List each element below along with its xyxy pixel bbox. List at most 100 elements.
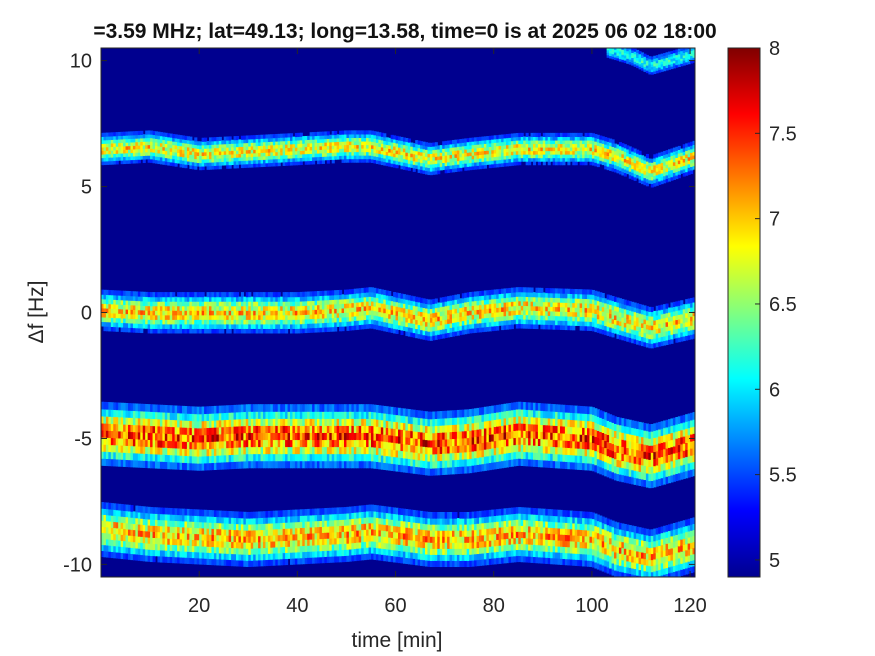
heat-cell xyxy=(221,161,225,166)
heat-cell xyxy=(226,314,230,320)
heat-cell xyxy=(626,169,630,175)
heat-cell xyxy=(135,305,139,311)
heat-cell xyxy=(523,147,527,152)
heat-cell xyxy=(238,404,242,413)
heat-cell xyxy=(155,446,159,455)
heat-cell xyxy=(162,447,166,455)
heat-cell xyxy=(142,296,146,302)
heat-cell xyxy=(101,458,105,466)
heat-cell xyxy=(496,293,500,299)
heat-cell xyxy=(277,137,281,142)
heat-cell xyxy=(309,314,313,320)
heat-cell xyxy=(326,326,330,332)
heat-cell xyxy=(218,314,222,320)
heat-cell xyxy=(420,297,424,303)
heat-cell xyxy=(248,439,252,448)
heat-cell xyxy=(113,294,117,300)
heat-cell xyxy=(179,328,183,334)
heat-cell xyxy=(599,301,603,307)
heat-cell xyxy=(422,169,426,174)
heat-cell xyxy=(174,454,178,463)
heat-cell xyxy=(650,179,654,184)
heat-cell xyxy=(258,418,262,426)
heat-cell xyxy=(587,307,591,313)
heat-cell xyxy=(660,322,664,328)
heat-cell xyxy=(275,141,279,146)
heat-cell xyxy=(341,134,345,139)
heat-cell xyxy=(398,293,402,299)
heat-cell xyxy=(454,308,458,314)
heat-cell xyxy=(179,163,183,168)
heat-cell xyxy=(614,157,618,162)
heat-cell xyxy=(383,299,387,305)
heat-cell xyxy=(422,330,426,336)
heat-cell xyxy=(682,151,686,156)
heat-cell xyxy=(528,310,532,316)
heat-cell xyxy=(142,141,146,146)
heat-cell xyxy=(159,440,163,448)
heat-cell xyxy=(400,302,404,308)
heat-cell xyxy=(552,147,556,152)
heat-cell xyxy=(614,319,618,325)
heat-cell xyxy=(616,333,620,339)
heat-cell xyxy=(464,152,468,157)
heat-cell xyxy=(447,309,451,315)
heat-cell xyxy=(236,418,240,427)
heat-cell xyxy=(604,154,608,159)
heat-cell xyxy=(496,149,500,154)
heat-cell xyxy=(368,133,372,139)
heat-cell xyxy=(189,296,193,302)
heat-cell xyxy=(287,319,291,325)
heat-cell xyxy=(191,328,195,334)
heat-cell xyxy=(407,166,411,171)
heat-cell xyxy=(125,417,129,425)
heat-cell xyxy=(483,308,487,314)
heat-cell xyxy=(263,138,267,143)
heat-cell xyxy=(110,409,114,417)
heat-cell xyxy=(611,164,615,169)
heat-cell xyxy=(113,146,117,151)
heat-cell xyxy=(297,411,301,419)
heat-cell xyxy=(206,310,210,316)
heat-cell xyxy=(339,321,343,327)
heat-cell xyxy=(623,158,627,163)
heat-cell xyxy=(481,157,485,162)
heat-cell xyxy=(233,296,237,302)
heat-cell xyxy=(518,136,522,141)
heat-cell xyxy=(393,319,397,325)
heat-cell xyxy=(628,328,632,334)
heat-cell xyxy=(285,453,289,462)
heat-cell xyxy=(285,161,289,166)
heat-cell xyxy=(442,310,446,316)
heat-cell xyxy=(503,144,507,149)
heat-cell xyxy=(236,146,240,151)
heat-cell xyxy=(589,316,593,322)
heat-cell xyxy=(623,165,627,170)
heat-cell xyxy=(312,132,316,137)
heat-cell xyxy=(434,170,438,175)
heat-cell xyxy=(508,292,512,298)
heat-cell xyxy=(304,157,308,162)
heat-cell xyxy=(199,301,203,307)
heat-cell xyxy=(339,317,343,323)
heat-cell xyxy=(356,155,360,160)
heat-cell xyxy=(400,140,404,145)
heat-cell xyxy=(226,461,230,470)
heat-cell xyxy=(233,139,237,144)
heat-cell xyxy=(319,309,323,315)
heat-cell xyxy=(663,335,667,341)
heat-cell xyxy=(675,301,679,307)
heat-cell xyxy=(456,321,460,327)
heat-cell xyxy=(672,320,676,326)
heat-cell xyxy=(282,292,286,298)
heat-cell xyxy=(150,439,154,448)
heat-cell xyxy=(454,330,458,337)
heat-cell xyxy=(319,290,323,297)
heat-cell xyxy=(471,162,475,167)
heat-cell xyxy=(393,149,397,154)
heat-cell xyxy=(105,423,109,431)
heat-cell xyxy=(444,314,448,320)
heat-cell xyxy=(523,291,527,297)
heat-cell xyxy=(456,167,460,172)
heat-cell xyxy=(429,313,433,319)
